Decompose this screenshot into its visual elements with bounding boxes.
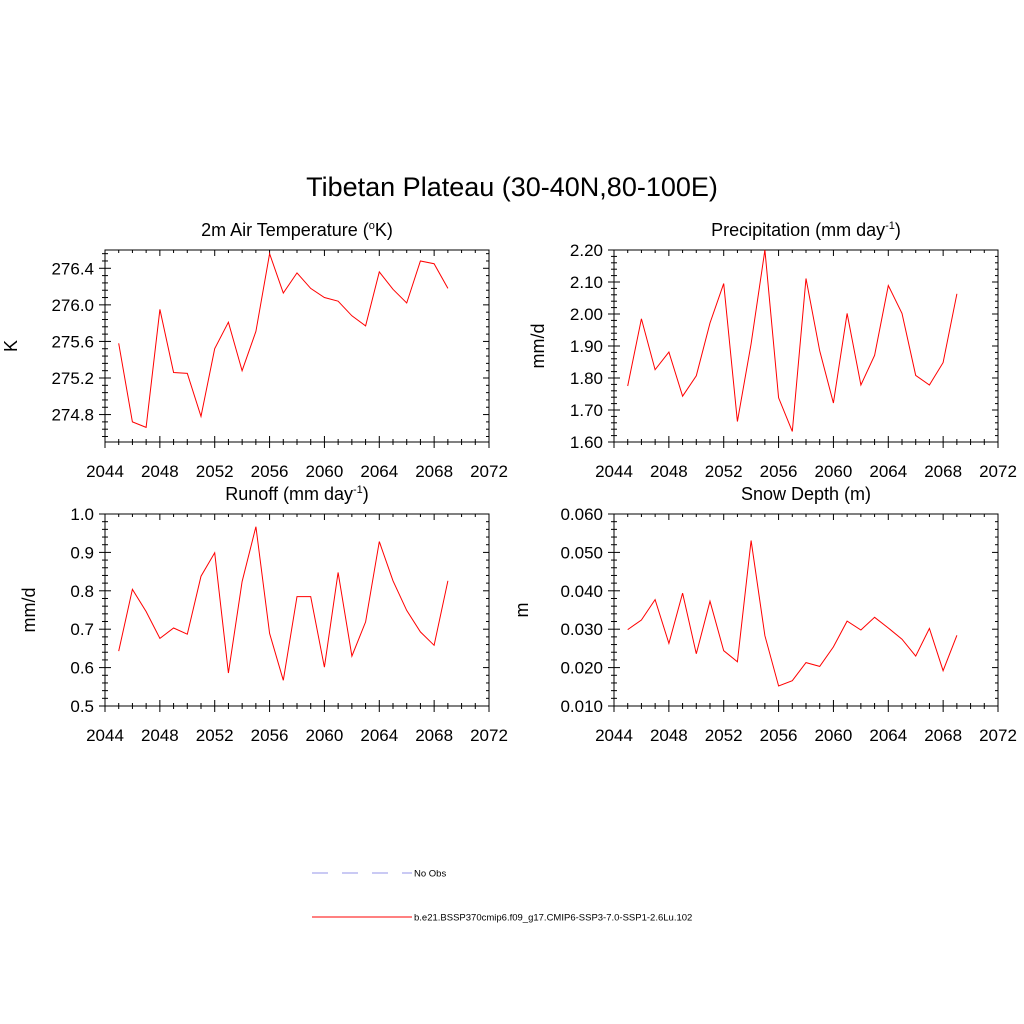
x-tick-label: 2044 [86,726,124,745]
x-tick-label: 2044 [86,462,124,481]
x-tick-label: 2048 [141,462,179,481]
x-tick-label: 2068 [924,726,962,745]
y-tick-label: 276.0 [51,296,94,315]
figure-title: Tibetan Plateau (30-40N,80-100E) [306,172,718,202]
x-tick-label: 2048 [650,462,688,481]
y-tick-label: 2.20 [570,241,603,260]
x-tick-label: 2072 [470,462,508,481]
x-tick-label: 2052 [196,726,234,745]
y-tick-label: 0.030 [560,620,603,639]
legend-label-obs: No Obs [414,869,446,880]
legend-label-model: b.e21.BSSP370cmip6.f09_g17.CMIP6-SSP3-7.… [414,913,692,924]
y-tick-label: 1.0 [70,505,94,524]
x-tick-label: 2052 [705,726,743,745]
panel-title: Snow Depth (m) [741,484,871,504]
y-tick-label: 0.6 [70,659,94,678]
y-tick-label: 2.10 [570,273,603,292]
y-tick-label: 1.60 [570,433,603,452]
x-tick-label: 2068 [924,462,962,481]
plot-frame [104,249,490,443]
y-tick-label: 1.80 [570,369,603,388]
y-tick-label: 1.90 [570,337,603,356]
x-tick-label: 2056 [251,462,289,481]
x-tick-label: 2060 [815,462,853,481]
x-tick-label: 2056 [760,726,798,745]
x-tick-label: 2060 [815,726,853,745]
x-tick-label: 2072 [979,462,1017,481]
series-line [627,249,958,432]
y-tick-label: 276.4 [51,259,94,278]
x-tick-label: 2048 [650,726,688,745]
panel-title: Runoff (mm day-1) [225,484,369,504]
x-tick-label: 2044 [595,726,633,745]
x-tick-label: 2052 [196,462,234,481]
panel-precipitation: 2044 2048 2052 2056 2060 2064 2068 2072 1.60 1.70… [528,220,1017,481]
x-tick-label: 2056 [251,726,289,745]
y-tick-label: 275.2 [51,369,94,388]
y-axis-label: mm/d [19,588,39,633]
legend: No Obs b.e21.BSSP370cmip6.f09_g17.CMIP6-… [312,869,692,924]
panels: 2044 2048 2052 2056 2060 2064 2068 2072 274.8 275… [1,220,1017,745]
y-tick-label: 0.7 [70,620,94,639]
y-tick-label: 274.8 [51,406,94,425]
x-tick-label: 2060 [306,462,344,481]
x-tick-label: 2072 [979,726,1017,745]
series-line [118,251,449,429]
x-tick-label: 2060 [306,726,344,745]
y-tick-label: 0.010 [560,697,603,716]
x-tick-label: 2064 [869,462,907,481]
panel-title: Precipitation (mm day-1) [711,220,901,240]
x-tick-label: 2064 [869,726,907,745]
panel-snow-depth: 2044 2048 2052 2056 2060 2064 2068 2072 0.010 0.0… [512,484,1017,745]
plot-frame [104,513,490,707]
x-tick-label: 2064 [360,726,398,745]
y-tick-label: 275.6 [51,332,94,351]
x-tick-label: 2068 [415,462,453,481]
x-tick-label: 2072 [470,726,508,745]
y-tick-label: 0.040 [560,582,603,601]
series-line [627,540,958,687]
y-tick-label: 0.060 [560,505,603,524]
panel-runoff: 2044 2048 2052 2056 2060 2064 2068 2072 0.5 0.6 0.… [19,484,508,745]
x-tick-label: 2048 [141,726,179,745]
panel-title: 2m Air Temperature (oK) [201,220,393,240]
x-tick-label: 2068 [415,726,453,745]
x-tick-label: 2044 [595,462,633,481]
plot-frame [613,513,999,707]
y-tick-label: 2.00 [570,305,603,324]
x-tick-label: 2064 [360,462,398,481]
y-axis-label: mm/d [528,324,548,369]
y-tick-label: 0.050 [560,543,603,562]
y-axis-label: K [1,340,21,352]
y-tick-label: 0.5 [70,697,94,716]
y-tick-label: 0.9 [70,543,94,562]
x-tick-label: 2056 [760,462,798,481]
y-tick-label: 0.8 [70,582,94,601]
y-tick-label: 0.020 [560,659,603,678]
y-tick-label: 1.70 [570,401,603,420]
panel-temperature: 2044 2048 2052 2056 2060 2064 2068 2072 274.8 275… [1,220,508,481]
series-line [118,526,449,681]
y-axis-label: m [512,603,532,618]
x-tick-label: 2052 [705,462,743,481]
